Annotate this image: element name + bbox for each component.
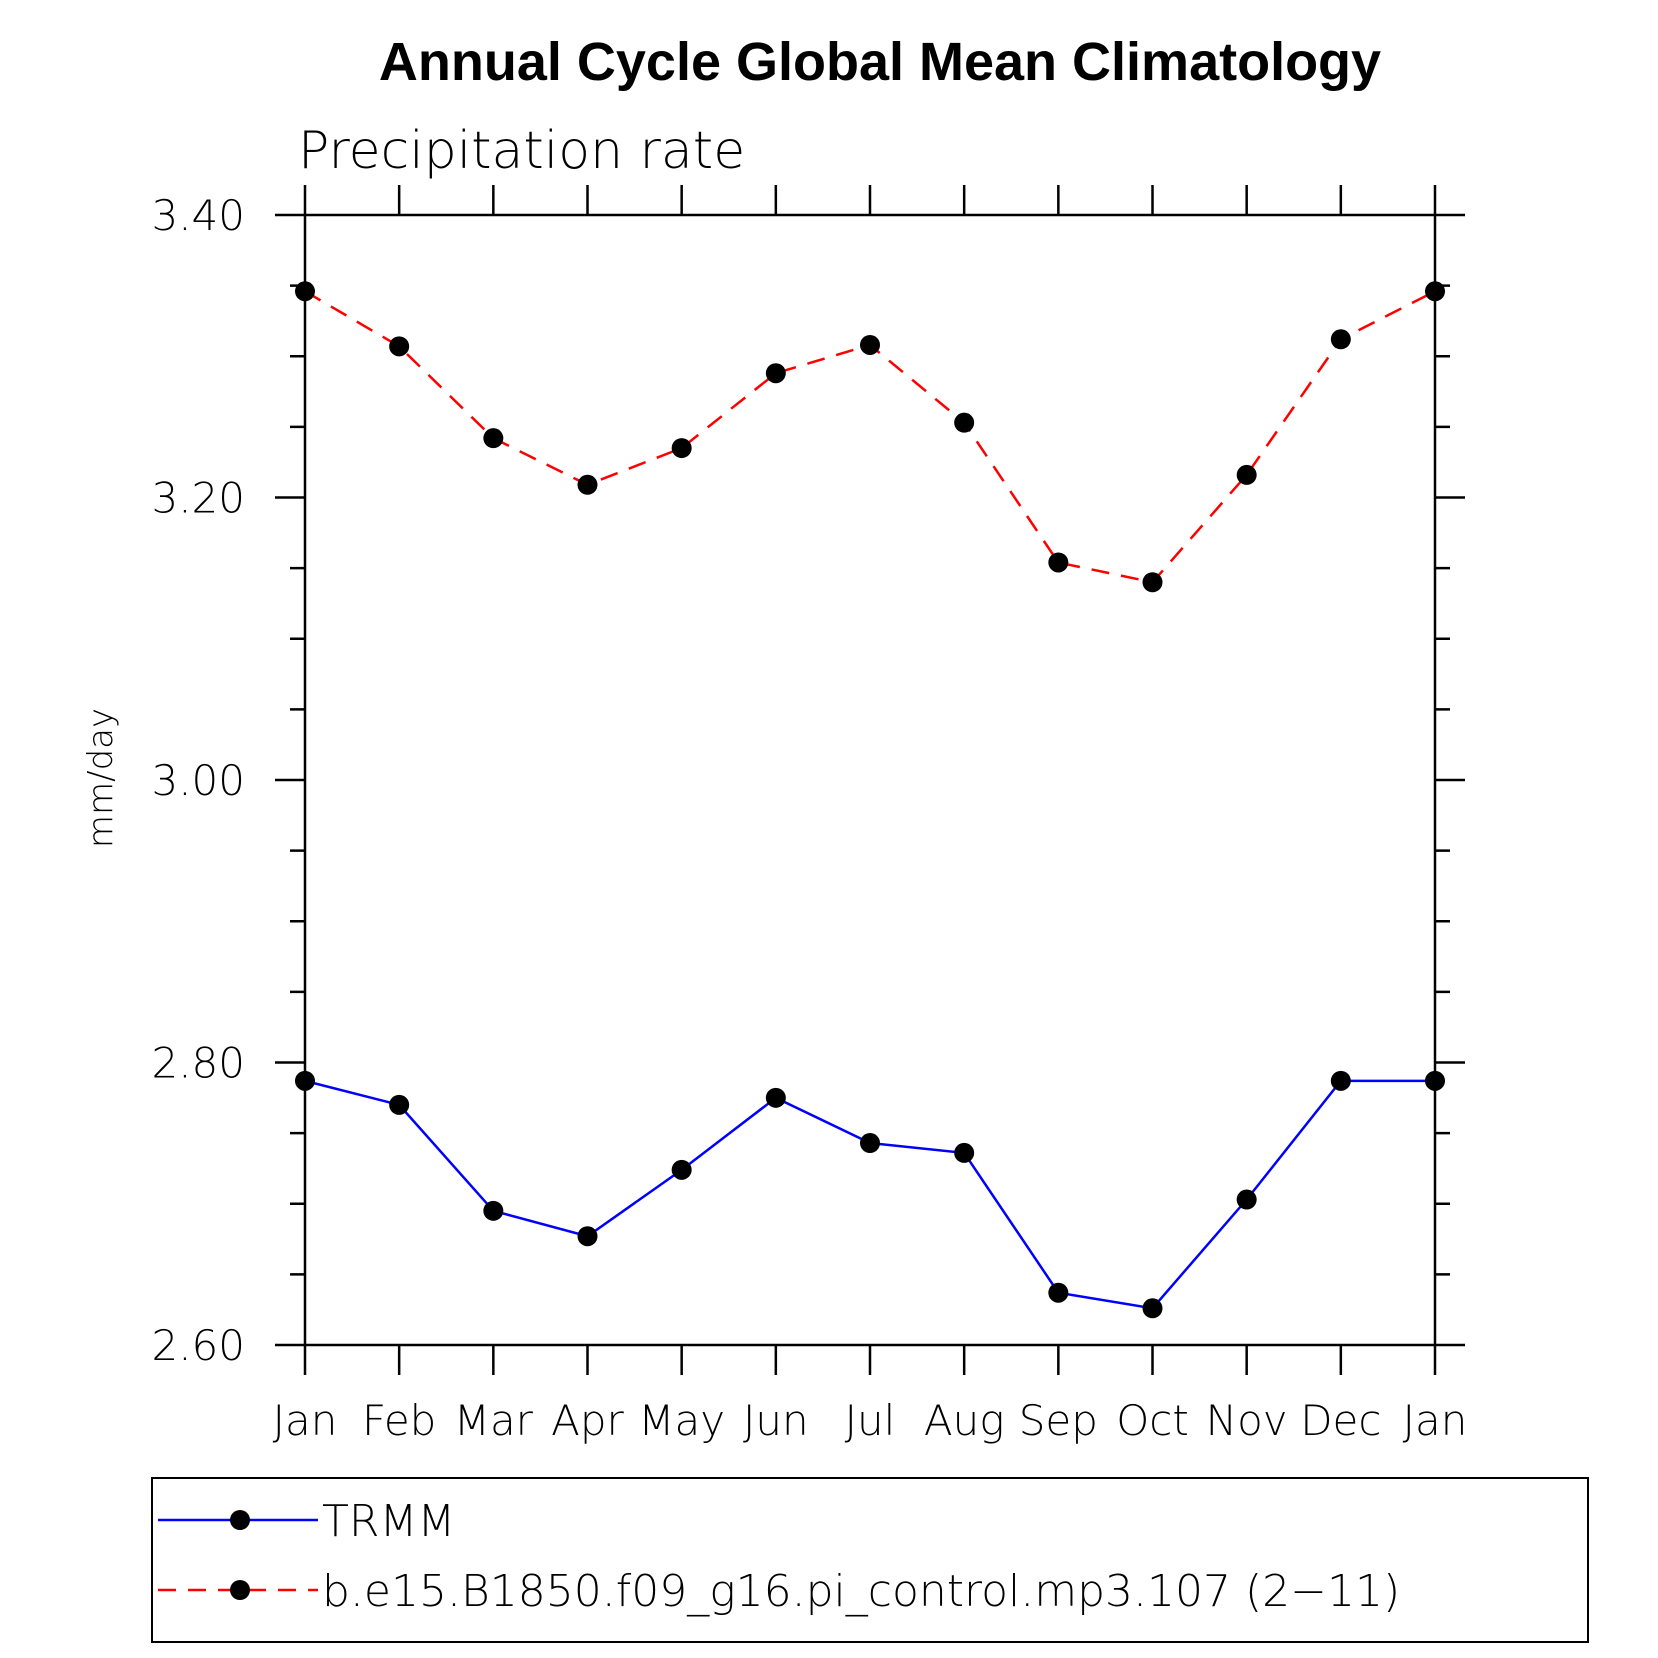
y-axis-tick-labels: 2.60 2.80 3.00 3.20 3.40 <box>151 191 245 1370</box>
legend: TRMM b.e15.B1850.f09_g16.pi_control.mp3.… <box>151 1477 1589 1643</box>
legend-box <box>151 1477 1589 1643</box>
data-point-series-0 <box>1425 1070 1445 1091</box>
data-point-series-0 <box>860 1133 880 1154</box>
data-point-series-0 <box>1142 1298 1163 1319</box>
x-tick-label: Jul <box>845 1396 896 1445</box>
x-tick-label: Feb <box>362 1396 436 1445</box>
series-layer <box>295 281 1445 1319</box>
data-point-series-1 <box>860 334 880 355</box>
data-point-series-1 <box>1425 281 1445 302</box>
data-point-series-0 <box>389 1094 410 1115</box>
y-tick-label: 2.60 <box>151 1321 245 1370</box>
data-point-series-1 <box>671 438 692 459</box>
x-tick-label: Sep <box>1019 1396 1098 1445</box>
x-tick-label: Dec <box>1300 1396 1381 1445</box>
series-line-0 <box>304 1079 1435 1310</box>
y-tick-label: 2.80 <box>151 1039 245 1088</box>
data-point-series-1 <box>1142 572 1163 593</box>
data-point-series-0 <box>1330 1070 1351 1091</box>
legend-marker-model <box>230 1580 250 1600</box>
data-point-series-1 <box>1236 464 1257 485</box>
data-point-series-0 <box>483 1200 504 1221</box>
x-tick-label: Jan <box>1403 1396 1468 1445</box>
x-tick-label: May <box>638 1396 725 1445</box>
chart-subtitle: Precipitation rate <box>298 121 745 181</box>
y-tick-label: 3.40 <box>151 191 245 240</box>
data-point-series-0 <box>295 1070 315 1091</box>
legend-label-model: b.e15.B1850.f09_g16.pi_control.mp3.107 (… <box>322 1566 1400 1617</box>
x-tick-label: Apr <box>551 1396 624 1445</box>
data-point-series-1 <box>577 474 598 495</box>
data-point-series-0 <box>577 1226 598 1247</box>
data-point-series-0 <box>765 1087 786 1108</box>
x-tick-label: Aug <box>924 1396 1005 1445</box>
axes-frame <box>275 185 1465 1375</box>
data-point-series-1 <box>483 428 504 449</box>
y-axis-label: mm/day <box>81 708 121 848</box>
chart-title: Annual Cycle Global Mean Climatology <box>379 32 1381 92</box>
series-line-1 <box>304 290 1436 584</box>
x-tick-label: Oct <box>1116 1396 1189 1445</box>
data-point-series-1 <box>765 363 786 384</box>
y-tick-label: 3.00 <box>151 756 245 805</box>
x-tick-label: Mar <box>454 1396 534 1445</box>
data-point-series-1 <box>954 412 975 433</box>
data-point-series-1 <box>1048 552 1069 573</box>
data-point-series-1 <box>1330 329 1351 350</box>
data-point-series-0 <box>1048 1282 1069 1303</box>
x-tick-label: Jun <box>743 1396 809 1445</box>
x-tick-label: Jan <box>273 1396 338 1445</box>
data-point-series-1 <box>295 281 315 302</box>
data-point-series-0 <box>671 1159 692 1180</box>
y-tick-label: 3.20 <box>151 474 245 523</box>
data-point-series-0 <box>954 1142 975 1163</box>
x-tick-label: Nov <box>1206 1396 1288 1445</box>
data-point-series-1 <box>389 336 410 357</box>
legend-marker-trmm <box>230 1510 250 1530</box>
legend-label-trmm: TRMM <box>322 1496 455 1547</box>
data-point-series-0 <box>1236 1189 1257 1210</box>
x-axis-tick-labels: Jan Feb Mar Apr May Jun Jul Aug Sep Oct Nov Dec Jan <box>273 1396 1468 1445</box>
